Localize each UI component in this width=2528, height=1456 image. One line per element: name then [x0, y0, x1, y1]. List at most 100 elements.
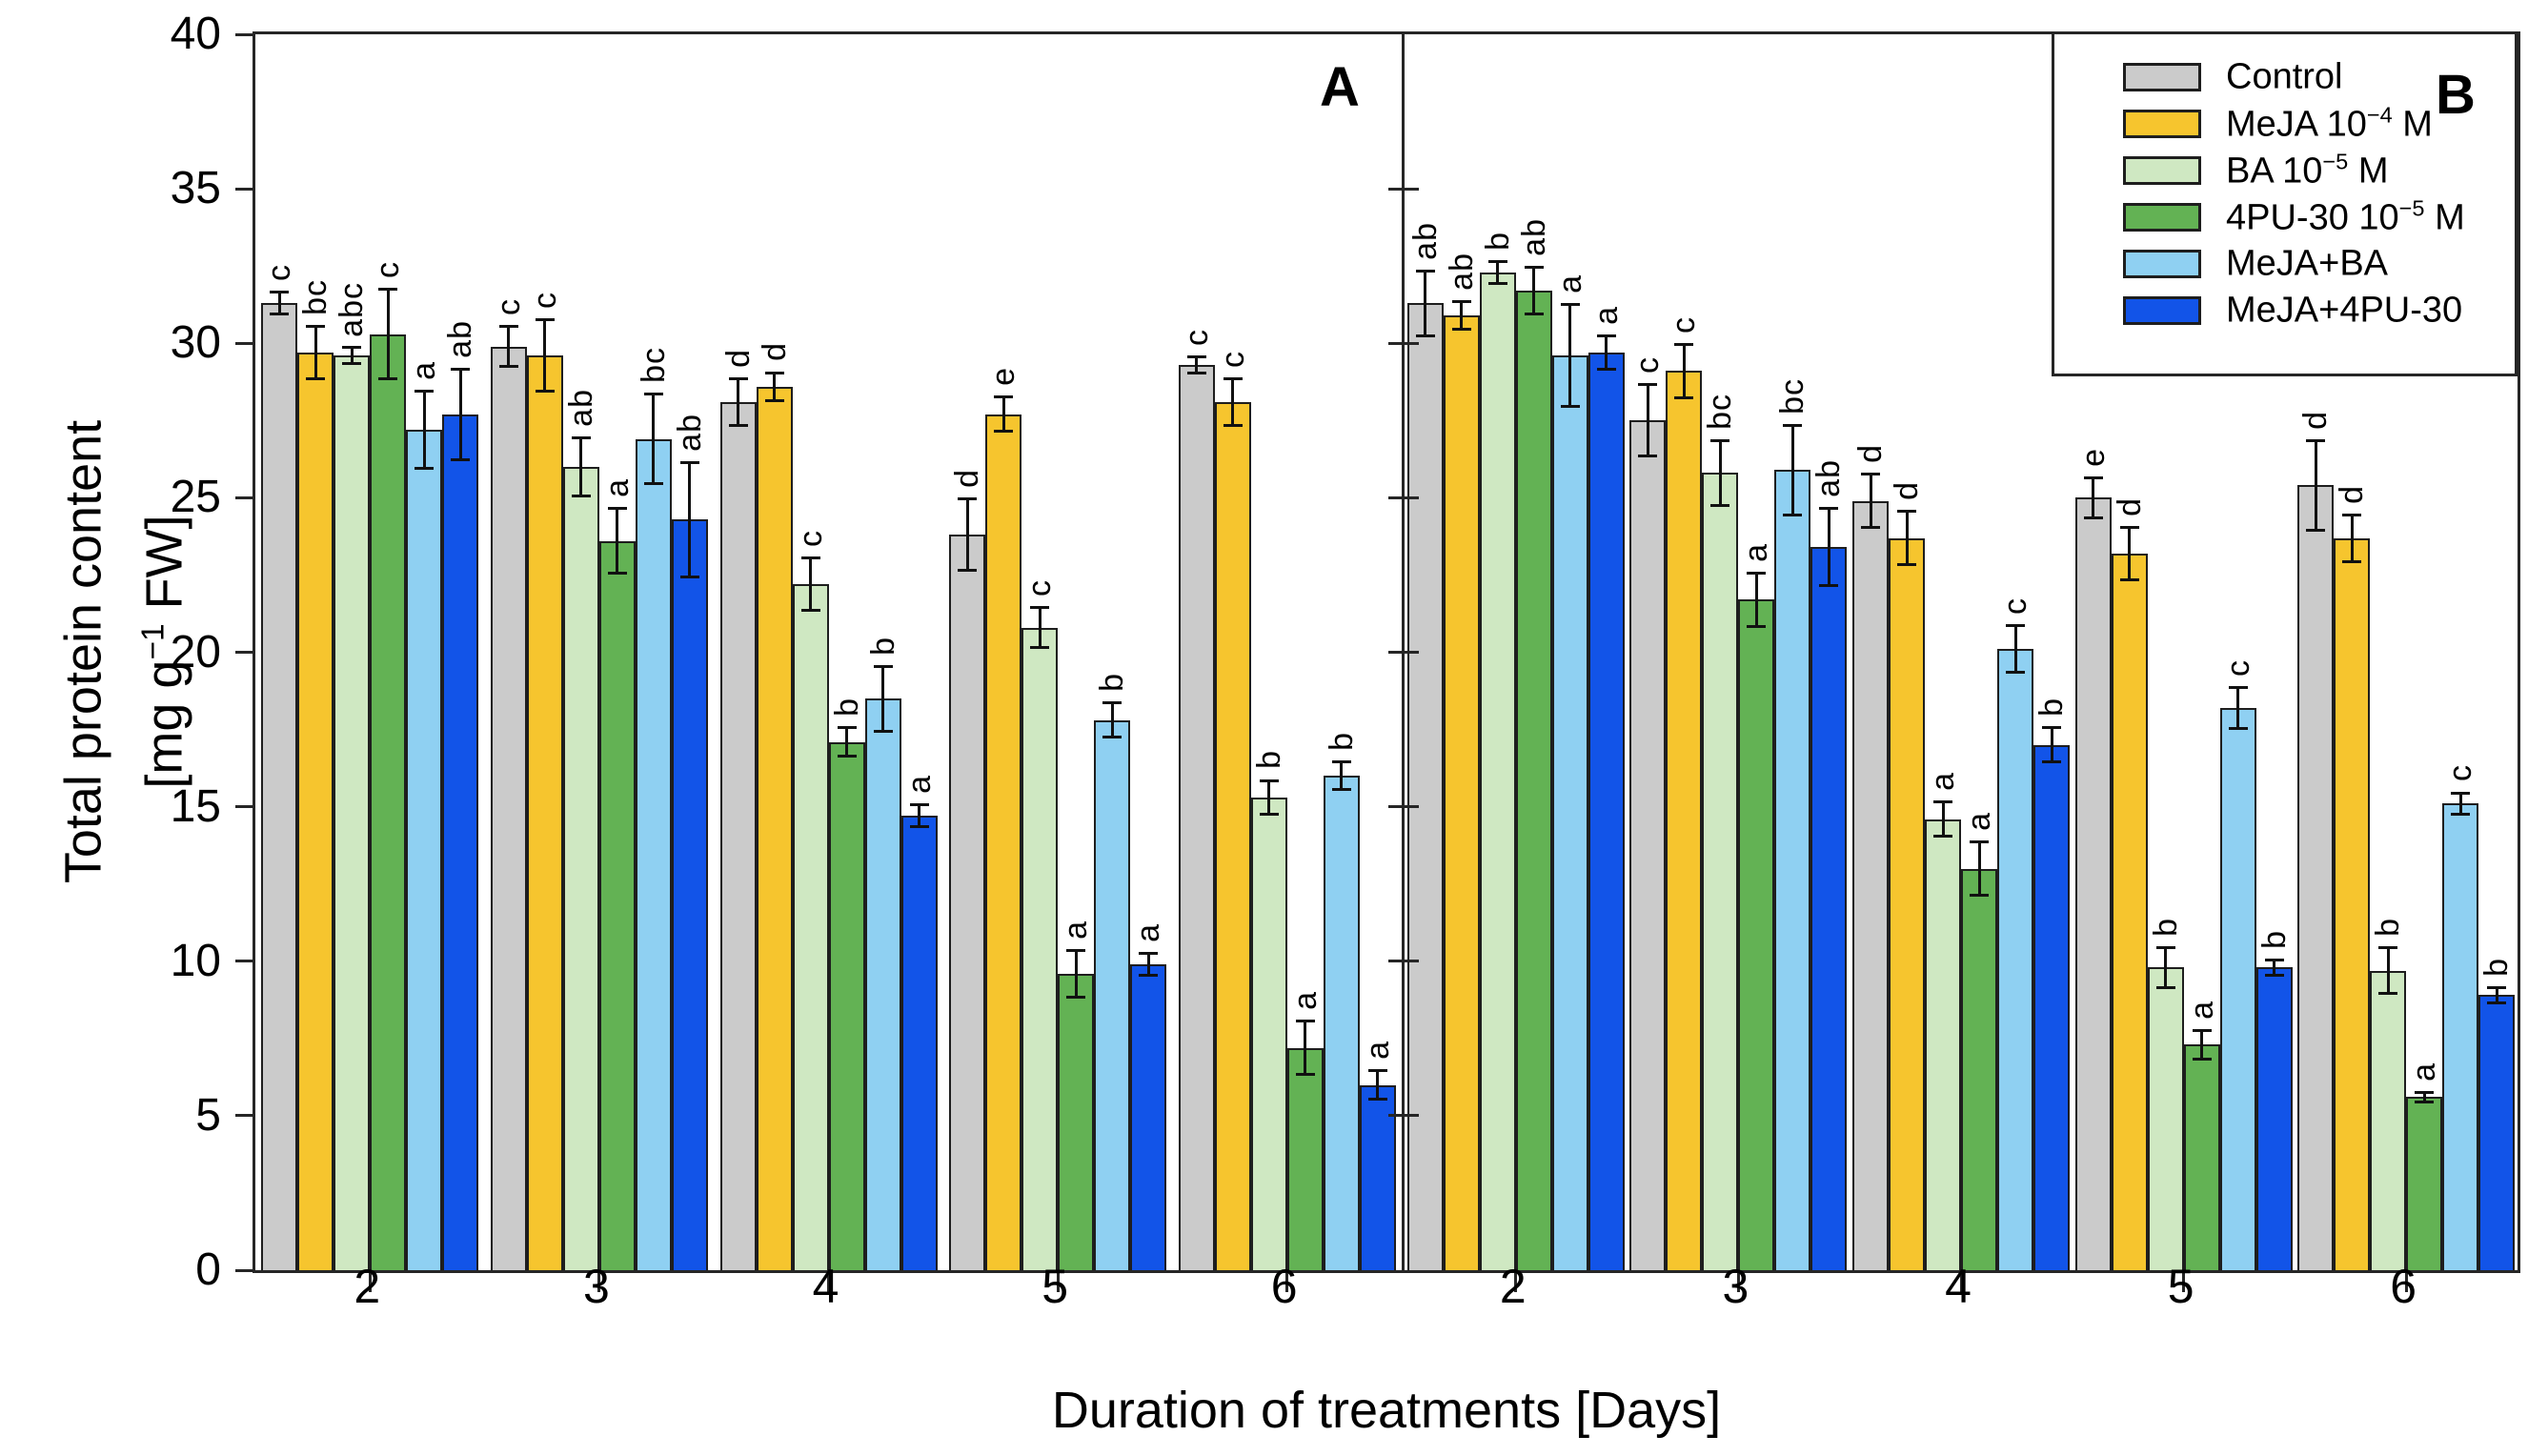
error-bar: [1596, 334, 1616, 372]
legend-item: 4PU-30 10−5 M: [2123, 196, 2485, 237]
bar-slot: c: [792, 34, 829, 1270]
significance-letter: bc: [1774, 377, 1811, 415]
bar-slot: a: [1130, 34, 1167, 1270]
y-tick-label: 0: [195, 1244, 221, 1295]
y-tick: [235, 187, 253, 191]
bar-group: d d b a c b: [2297, 34, 2516, 1270]
error-bar-stem: [737, 376, 739, 427]
bar: [2255, 967, 2293, 1270]
panel-divider-tick: [1387, 1114, 1419, 1118]
error-bar: [1710, 438, 1730, 508]
x-tick: [597, 1273, 601, 1292]
error-bar-stem: [1074, 948, 1078, 999]
bar-group: c c bc a bc ab: [1629, 34, 1848, 1270]
significance-letter: c: [1666, 316, 1703, 334]
error-bar-stem: [1231, 376, 1235, 427]
error-bar: [270, 291, 290, 316]
bar: [1738, 599, 1775, 1270]
error-bar: [378, 287, 398, 381]
significance-letter: a: [1925, 772, 1961, 792]
bar: [985, 414, 1022, 1270]
bar-slot: b: [1250, 34, 1287, 1270]
bar: [792, 584, 829, 1270]
significance-letter: d: [2334, 484, 2371, 504]
error-bar-stem: [386, 287, 390, 381]
bar: [1925, 819, 1961, 1270]
error-bar-stem: [458, 368, 462, 461]
bar-slot: ab: [442, 34, 479, 1270]
error-bar-stem: [1754, 572, 1758, 628]
error-bar-stem: [2164, 945, 2168, 989]
y-tick: [235, 651, 253, 654]
panel-a-label: A: [1320, 56, 1360, 118]
significance-letter: c: [1178, 329, 1215, 347]
bar-slot: bc: [635, 34, 672, 1270]
legend-swatch: [2123, 203, 2201, 232]
significance-letter: a: [1588, 305, 1625, 325]
error-bar-stem: [1267, 779, 1271, 817]
error-bar-stem: [543, 318, 547, 394]
error-bar: [2155, 945, 2175, 989]
legend-label-superscript: −4: [2366, 102, 2393, 128]
x-tick: [2182, 1273, 2186, 1292]
error-bar-stem: [1605, 334, 1608, 372]
error-bar-stem: [2386, 945, 2390, 996]
error-bar-stem: [1718, 438, 1722, 508]
bar-slot: ab: [671, 34, 708, 1270]
legend: Control MeJA 10−4 M BA 10−5 M 4PU-30 10−5 M…: [2052, 31, 2518, 376]
error-bar-stem: [2422, 1090, 2426, 1103]
bar: [2334, 537, 2371, 1270]
bar-slot: bc: [297, 34, 334, 1270]
y-tick-label: 5: [195, 1089, 221, 1141]
significance-letter: bc: [297, 278, 334, 315]
bar-slot: a: [2183, 34, 2220, 1270]
error-bar-stem: [652, 393, 656, 486]
error-bar: [2228, 686, 2248, 730]
significance-letter: e: [2074, 447, 2112, 467]
bar-slot: a: [598, 34, 636, 1270]
bar-slot: b: [2255, 34, 2293, 1270]
bar-slot: c: [1997, 34, 2033, 1270]
error-bar-stem: [1001, 395, 1005, 434]
y-tick: [235, 341, 253, 345]
significance-letter: a: [1058, 920, 1095, 940]
x-tick: [1285, 1273, 1289, 1292]
error-bar: [873, 664, 893, 733]
x-tick-label: 5: [2167, 1260, 2194, 1313]
y-tick-label: 30: [170, 317, 221, 369]
x-tick: [827, 1273, 830, 1292]
significance-letter: a: [1130, 923, 1167, 942]
bar-slot: c: [2219, 34, 2256, 1270]
x-tick-label: 5: [1042, 1260, 1068, 1313]
error-bar: [607, 507, 627, 576]
bar-slot: e: [985, 34, 1022, 1270]
error-bar-stem: [2092, 475, 2095, 520]
legend-swatch: [2123, 250, 2201, 278]
error-bar-stem: [1941, 800, 1945, 839]
bar-slot: bc: [1702, 34, 1739, 1270]
significance-letter: d: [756, 342, 793, 362]
error-bar: [1139, 952, 1159, 977]
y-tick-label: 15: [170, 780, 221, 832]
x-tick-label: 3: [582, 1260, 610, 1313]
bar: [1774, 470, 1811, 1270]
bar-group: ab ab b ab a a: [1406, 34, 1625, 1270]
bar-slot: b: [1323, 34, 1360, 1270]
error-bar-stem: [845, 726, 848, 758]
error-bar-stem: [2050, 726, 2053, 764]
bar-slot: b: [864, 34, 901, 1270]
significance-letter: bc: [635, 347, 672, 384]
panel-divider-tick: [1387, 495, 1419, 499]
error-bar: [2192, 1029, 2212, 1061]
bar-slot: a: [1058, 34, 1095, 1270]
error-bar: [2042, 726, 2061, 764]
error-bar: [1747, 572, 1767, 628]
bar-group: c c ab a bc ab: [490, 34, 708, 1270]
legend-swatch: [2123, 63, 2201, 91]
bar-slot: a: [1738, 34, 1775, 1270]
bar-slot: b: [2033, 34, 2070, 1270]
error-bar: [1970, 840, 1989, 897]
error-bar-stem: [2314, 438, 2317, 532]
